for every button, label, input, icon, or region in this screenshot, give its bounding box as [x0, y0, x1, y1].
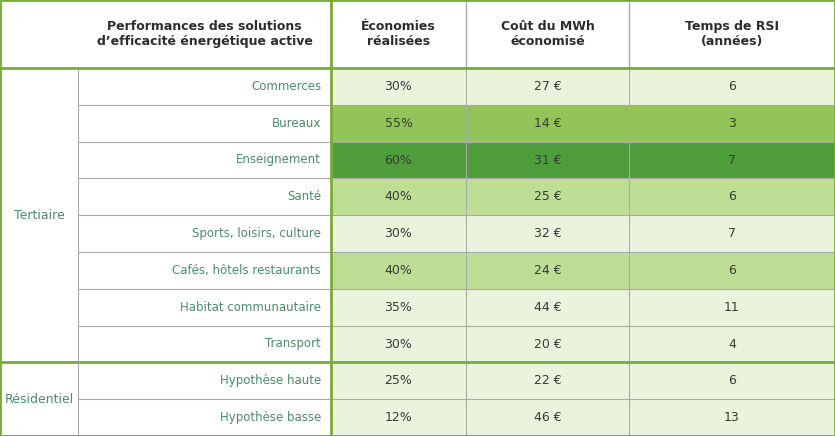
- Bar: [0, 362, 331, 399]
- Text: 46 €: 46 €: [534, 411, 561, 424]
- Text: Économies
réalisées: Économies réalisées: [361, 20, 436, 48]
- Text: Hypothèse basse: Hypothèse basse: [220, 411, 321, 424]
- Bar: [331, 252, 835, 289]
- Bar: [0, 289, 331, 326]
- Bar: [0, 252, 331, 289]
- Text: 44 €: 44 €: [534, 301, 561, 313]
- Text: 32 €: 32 €: [534, 227, 561, 240]
- Text: 14 €: 14 €: [534, 117, 561, 129]
- Bar: [331, 289, 835, 326]
- Text: 30%: 30%: [385, 80, 412, 93]
- Bar: [0, 178, 331, 215]
- Text: 6: 6: [728, 190, 736, 203]
- Text: 7: 7: [728, 153, 736, 167]
- Text: 12%: 12%: [385, 411, 412, 424]
- Bar: [331, 178, 835, 215]
- Text: 31 €: 31 €: [534, 153, 561, 167]
- Text: 7: 7: [728, 227, 736, 240]
- Text: Coût du MWh
économisé: Coût du MWh économisé: [500, 20, 595, 48]
- Text: 40%: 40%: [385, 264, 412, 277]
- Text: 6: 6: [728, 264, 736, 277]
- Text: Résidentiel: Résidentiel: [4, 393, 73, 406]
- Text: 60%: 60%: [385, 153, 412, 167]
- Text: 30%: 30%: [385, 227, 412, 240]
- Text: 25%: 25%: [385, 374, 412, 387]
- Text: 20 €: 20 €: [534, 337, 561, 351]
- Bar: [0, 215, 331, 252]
- Bar: [331, 215, 835, 252]
- Text: 13: 13: [724, 411, 740, 424]
- Bar: [331, 68, 835, 105]
- Text: Sports, loisirs, culture: Sports, loisirs, culture: [192, 227, 321, 240]
- Bar: [0, 142, 331, 178]
- Text: Hypothèse haute: Hypothèse haute: [220, 374, 321, 387]
- Text: 25 €: 25 €: [534, 190, 561, 203]
- Text: 27 €: 27 €: [534, 80, 561, 93]
- Text: 6: 6: [728, 80, 736, 93]
- Text: Bureaux: Bureaux: [271, 117, 321, 129]
- Bar: [331, 399, 835, 436]
- Bar: [331, 362, 835, 399]
- Text: 4: 4: [728, 337, 736, 351]
- Text: 40%: 40%: [385, 190, 412, 203]
- Text: 24 €: 24 €: [534, 264, 561, 277]
- Text: Commerces: Commerces: [250, 80, 321, 93]
- Bar: [0, 326, 331, 362]
- Text: 55%: 55%: [384, 117, 412, 129]
- Text: 22 €: 22 €: [534, 374, 561, 387]
- Text: Cafés, hôtels restaurants: Cafés, hôtels restaurants: [172, 264, 321, 277]
- Text: Performances des solutions
d’efficacité énergétique active: Performances des solutions d’efficacité …: [97, 20, 312, 48]
- Text: Temps de RSI
(années): Temps de RSI (années): [685, 20, 779, 48]
- Text: Enseignement: Enseignement: [236, 153, 321, 167]
- Bar: [331, 105, 835, 142]
- Bar: [0, 68, 331, 105]
- Bar: [331, 326, 835, 362]
- Text: 35%: 35%: [385, 301, 412, 313]
- Text: 30%: 30%: [385, 337, 412, 351]
- Text: Transport: Transport: [266, 337, 321, 351]
- Text: Tertiaire: Tertiaire: [13, 209, 64, 221]
- Bar: [331, 142, 835, 178]
- Text: Habitat communautaire: Habitat communautaire: [180, 301, 321, 313]
- Bar: [0, 399, 331, 436]
- Text: 3: 3: [728, 117, 736, 129]
- Bar: [0, 105, 331, 142]
- Text: 11: 11: [724, 301, 740, 313]
- Text: 6: 6: [728, 374, 736, 387]
- Text: Santé: Santé: [287, 190, 321, 203]
